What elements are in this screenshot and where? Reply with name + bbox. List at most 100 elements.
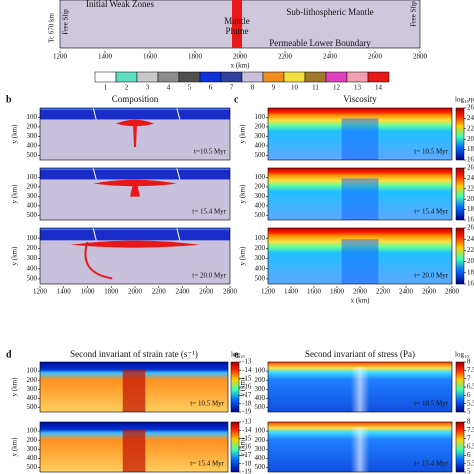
- colorbar-tick-label: 18: [467, 145, 474, 153]
- x-tick-label: 2800: [413, 53, 428, 61]
- y-tick-label: 300: [27, 385, 38, 393]
- legend-swatch: [262, 71, 285, 83]
- x-tick-label: 1600: [143, 53, 158, 61]
- frame: [267, 361, 453, 413]
- y-tick-label: 300: [255, 445, 266, 453]
- label: Permeable Lower Boundary: [269, 38, 371, 48]
- frame: [39, 227, 231, 285]
- legend-swatch: [115, 71, 138, 83]
- y-tick-label: 100: [255, 427, 266, 435]
- x-tick-label: 2200: [376, 288, 391, 296]
- time-label: t= 15.4 Myr: [414, 460, 448, 468]
- y-tick-label: 200: [27, 244, 38, 252]
- legend-swatch: [220, 71, 243, 83]
- y-tick-label: 300: [255, 385, 266, 393]
- frame: [267, 227, 453, 285]
- colorbar-tick-label: 6: [467, 451, 471, 459]
- y-tick-label: 200: [27, 123, 38, 131]
- y-tick-label: 300: [255, 132, 266, 140]
- y-tick-label: 200: [255, 183, 266, 191]
- y-label: y (km): [11, 124, 19, 144]
- lithosphere: [40, 168, 230, 180]
- time-label: t=10.5 Myr: [194, 148, 227, 156]
- x-tick-label: 2400: [399, 288, 414, 296]
- legend-label: 2: [125, 84, 129, 92]
- frame: [39, 421, 229, 473]
- colorbar: [455, 421, 465, 473]
- frame: [267, 167, 453, 221]
- x-tick-label: 2600: [422, 288, 437, 296]
- colorbar-tick-label: 6.5: [467, 443, 474, 451]
- lithosphere: [40, 108, 230, 120]
- y-label: y (km): [11, 184, 19, 204]
- x-tick-label: 2800: [445, 288, 460, 296]
- y-tick-label: 100: [255, 234, 266, 242]
- y-label: y (km): [239, 437, 247, 457]
- colorbar: [455, 361, 465, 413]
- frame: [267, 107, 453, 161]
- x-tick-label: 1800: [104, 288, 119, 296]
- legend-swatch: [325, 71, 348, 83]
- colorbar-tick-label: -16: [242, 383, 252, 391]
- panel-letter: d: [6, 349, 12, 360]
- y-tick-label: 200: [255, 123, 266, 131]
- panel-title: Second invariant of strain rate (s⁻¹): [70, 349, 198, 359]
- y-tick-label: 200: [255, 436, 266, 444]
- y-tick-label: 300: [255, 192, 266, 200]
- plume-column: [341, 239, 379, 284]
- legend-label: 9: [272, 84, 276, 92]
- y-tick-label: 200: [255, 376, 266, 384]
- legend-swatch: [94, 71, 117, 83]
- weak-zone: [176, 167, 181, 180]
- y-tick-label: 300: [255, 254, 266, 262]
- x-tick-label: 1800: [330, 288, 345, 296]
- legend-label: 13: [354, 84, 362, 92]
- colorbar-tick-label: -15: [242, 434, 252, 442]
- legend-label: 6: [209, 84, 213, 92]
- colorbar-tick-label: 16: [467, 156, 474, 164]
- y-label: y (km): [239, 124, 247, 144]
- colorbar-label: log₁₀ηeff (Pa·s): [455, 96, 474, 104]
- plume-column: [122, 369, 146, 412]
- plume-column: [350, 427, 370, 472]
- colorbar-tick-label: 8: [467, 358, 471, 366]
- legend-swatch: [178, 71, 201, 83]
- y-tick-label: 500: [255, 151, 266, 159]
- colorbar-tick-label: 20: [467, 135, 474, 143]
- y-tick-label: 200: [27, 376, 38, 384]
- panel-letter: b: [6, 94, 12, 105]
- y-tick-label: 100: [255, 367, 266, 375]
- x-tick-label: 2800: [223, 288, 238, 296]
- legend-label: 5: [188, 84, 192, 92]
- x-tick-label: 1200: [33, 288, 48, 296]
- weak-zone: [92, 107, 97, 120]
- x-tick-label: 2600: [368, 53, 383, 61]
- plume-head: [70, 240, 200, 248]
- x-label: x (km): [351, 297, 371, 305]
- time-label: t= 10.5 Myr: [414, 400, 448, 408]
- time-label: t= 20.0 Myr: [192, 272, 226, 280]
- colorbar-tick-label: 5.5: [467, 459, 474, 467]
- y-tick-label: 500: [27, 463, 38, 471]
- time-label: t= 10.5 Myr: [414, 148, 448, 156]
- colorbar-tick-label: 18: [467, 205, 474, 213]
- frame: [267, 421, 453, 473]
- legend-swatch: [304, 71, 327, 83]
- plume: [232, 0, 242, 48]
- label: Plume: [225, 26, 248, 36]
- y-tick-label: 100: [255, 173, 266, 181]
- colorbar-tick-label: 18: [467, 268, 474, 276]
- colorbar-tick-label: 5.5: [467, 399, 474, 407]
- colorbar-tick-label: 5: [467, 408, 471, 416]
- frame: [39, 167, 231, 221]
- y-label: y (km): [239, 377, 247, 397]
- y-tick-label: 500: [255, 211, 266, 219]
- colorbar-tick-label: -17: [242, 391, 252, 399]
- colorbar-tick-label: 20: [467, 195, 474, 203]
- y-tick-label: 500: [27, 211, 38, 219]
- frame: [39, 107, 231, 161]
- legend-swatch: [241, 71, 264, 83]
- weak-zone: [92, 227, 97, 241]
- colorbar-tick-label: 6: [467, 391, 471, 399]
- colorbar-tick-label: 7: [467, 374, 471, 382]
